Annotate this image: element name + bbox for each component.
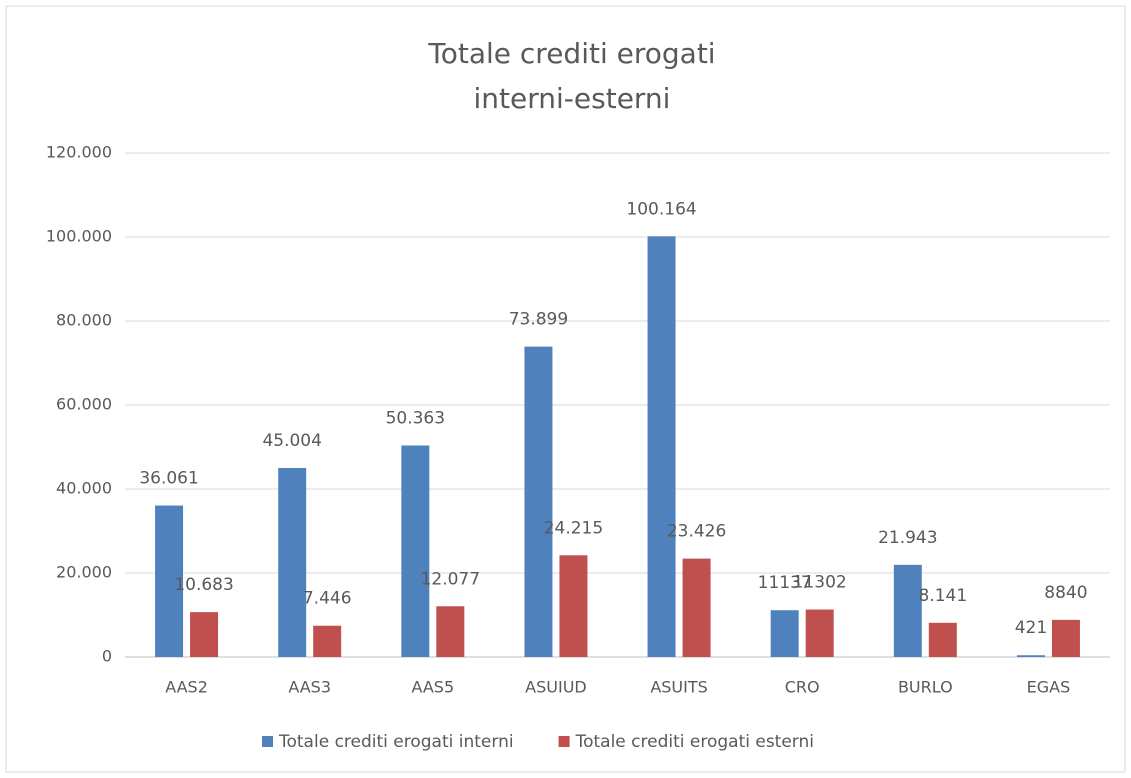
value-label: 11302 [793, 573, 847, 593]
bar [647, 236, 676, 657]
legend-label: Totale crediti erogati interni [278, 732, 514, 752]
x-tick-label: ASUITS [650, 678, 707, 697]
bar [278, 467, 307, 657]
bar [436, 606, 465, 657]
x-tick-label: AAS2 [165, 678, 208, 697]
chart-title: interni-esterni [474, 82, 671, 115]
y-tick-label: 100.000 [46, 227, 112, 246]
x-tick-label: CRO [785, 678, 820, 697]
x-tick-label: ASUIUD [525, 678, 587, 697]
legend-swatch [558, 736, 570, 747]
legend-label: Totale crediti erogati esterni [575, 732, 814, 752]
value-label: 73.899 [509, 310, 568, 330]
value-label: 7.446 [303, 589, 352, 609]
bar [893, 564, 922, 657]
legend-swatch [262, 736, 273, 747]
bar [155, 505, 184, 657]
chart-title: Totale crediti erogati [427, 37, 715, 70]
y-tick-label: 120.000 [46, 143, 112, 162]
value-label: 12.077 [421, 569, 480, 589]
value-label: 21.943 [878, 528, 937, 548]
y-tick-label: 40.000 [56, 479, 112, 498]
x-tick-label: BURLO [898, 678, 953, 697]
y-tick-label: 0 [102, 647, 112, 666]
value-label: 100.164 [626, 199, 696, 219]
bar [559, 555, 588, 657]
y-tick-label: 60.000 [56, 395, 112, 414]
bar [770, 610, 799, 657]
value-label: 8.141 [918, 586, 967, 606]
bar [1051, 619, 1080, 657]
value-label: 23.426 [667, 522, 726, 542]
y-tick-label: 80.000 [56, 311, 112, 330]
bar [1016, 655, 1045, 657]
bar [682, 558, 711, 657]
x-tick-label: AAS5 [411, 678, 454, 697]
value-label: 50.363 [386, 408, 445, 428]
bar [313, 625, 342, 657]
value-label: 11137 [758, 573, 812, 593]
bar [805, 609, 834, 657]
value-label: 45.004 [262, 431, 321, 451]
y-tick-label: 20.000 [56, 563, 112, 582]
x-tick-label: AAS3 [288, 678, 331, 697]
value-label: 24.215 [544, 518, 603, 538]
bar [928, 622, 957, 657]
bar [401, 445, 430, 657]
x-tick-label: EGAS [1027, 678, 1071, 697]
bar [190, 612, 219, 657]
value-label: 421 [1015, 618, 1047, 638]
bar [524, 346, 553, 657]
value-label: 10.683 [174, 575, 233, 595]
value-label: 8840 [1044, 583, 1087, 603]
value-label: 36.061 [139, 469, 198, 489]
